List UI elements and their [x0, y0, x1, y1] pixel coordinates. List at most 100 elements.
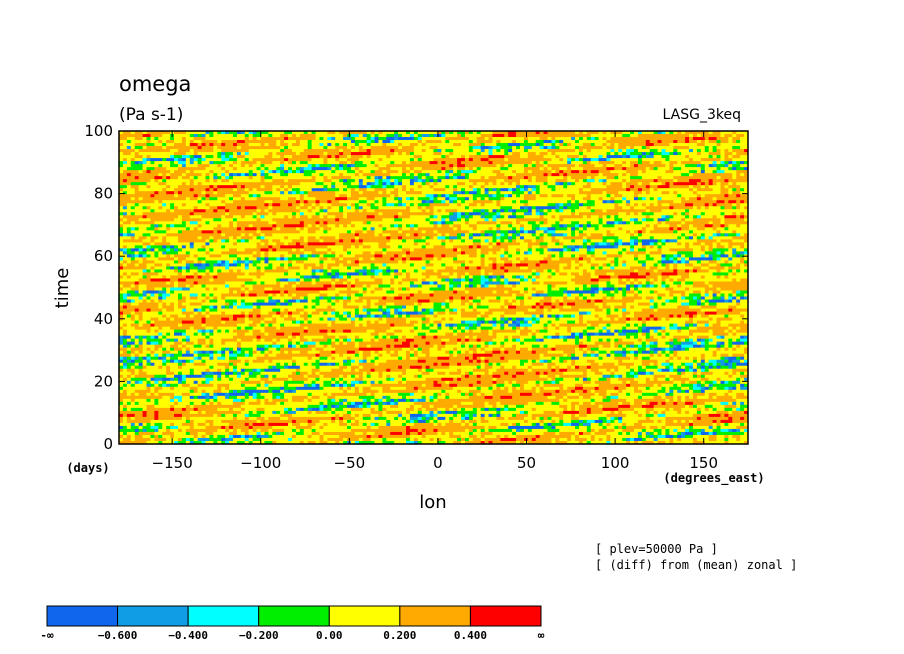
heatmap-cell — [291, 140, 297, 144]
heatmap-cell — [728, 215, 733, 219]
heatmap-cell — [303, 149, 309, 153]
heatmap-cell — [201, 131, 206, 135]
heatmap-cell — [665, 188, 670, 192]
heatmap-cell — [641, 152, 647, 156]
heatmap-cell — [661, 197, 666, 201]
heatmap-cell — [370, 155, 375, 159]
heatmap-cell — [445, 167, 450, 171]
heatmap-cell — [244, 224, 250, 228]
heatmap-cell — [559, 221, 564, 225]
heatmap-cell — [233, 176, 238, 180]
heatmap-cell — [598, 197, 603, 201]
heatmap-cell — [527, 152, 533, 156]
heatmap-cell — [244, 131, 250, 135]
heatmap-cell — [236, 149, 242, 153]
heatmap-cell — [421, 143, 427, 147]
heatmap-cell — [692, 209, 698, 213]
heatmap-cell — [185, 173, 191, 177]
heatmap-cell — [740, 131, 745, 135]
heatmap-cell — [626, 200, 631, 204]
heatmap-cell — [217, 146, 222, 150]
heatmap-cell — [260, 155, 265, 159]
heatmap-cell — [484, 215, 489, 219]
heatmap-cell — [480, 173, 486, 177]
heatmap-cell — [374, 167, 379, 171]
heatmap-cell — [315, 152, 320, 156]
heatmap-cell — [590, 134, 596, 138]
heatmap-cell — [205, 209, 210, 213]
heatmap-cell — [233, 185, 238, 189]
heatmap-cell — [252, 164, 257, 168]
heatmap-cell — [488, 158, 493, 162]
heatmap-cell — [736, 203, 741, 207]
heatmap-cell — [488, 179, 493, 183]
heatmap-cell — [311, 188, 316, 192]
heatmap-cell — [189, 185, 195, 189]
heatmap-cell — [461, 200, 466, 204]
heatmap-cell — [205, 218, 210, 222]
heatmap-cell — [653, 140, 658, 144]
heatmap-cell — [288, 152, 293, 156]
heatmap-cell — [523, 179, 529, 183]
heatmap-cell — [598, 206, 603, 210]
heatmap-cell — [291, 152, 297, 156]
heatmap-cell — [590, 143, 596, 147]
heatmap-cell — [138, 176, 143, 180]
heatmap-cell — [185, 161, 191, 165]
heatmap-cell — [142, 209, 147, 213]
heatmap-cell — [315, 179, 320, 183]
heatmap-cell — [185, 167, 191, 171]
heatmap-cell — [704, 161, 710, 165]
heatmap-cell — [327, 164, 332, 168]
heatmap-cell — [370, 164, 375, 168]
heatmap-cell — [555, 200, 560, 204]
heatmap-cell — [130, 137, 136, 141]
heatmap-cell — [575, 155, 580, 159]
heatmap-cell — [142, 134, 147, 138]
heatmap-cell — [669, 170, 674, 174]
heatmap-cell — [158, 170, 163, 174]
heatmap-cell — [233, 140, 238, 144]
heatmap-cell — [461, 194, 466, 198]
heatmap-cell — [736, 209, 741, 213]
heatmap-cell — [284, 206, 289, 210]
heatmap-cell — [229, 149, 234, 153]
heatmap-cell — [539, 164, 544, 168]
heatmap-cell — [217, 212, 222, 216]
heatmap-cell — [386, 152, 391, 156]
heatmap-cell — [740, 221, 745, 225]
heatmap-cell — [630, 188, 635, 192]
heatmap-cell — [626, 167, 631, 171]
heatmap-cell — [598, 182, 603, 186]
heatmap-cell — [193, 176, 199, 180]
heatmap-cell — [225, 161, 230, 165]
heatmap-cell — [276, 131, 281, 135]
heatmap-cell — [339, 170, 344, 174]
heatmap-cell — [299, 173, 305, 177]
heatmap-cell — [170, 170, 175, 174]
heatmap-cell — [323, 197, 328, 201]
heatmap-cell — [649, 212, 655, 216]
heatmap-cell — [315, 170, 320, 174]
heatmap-cell — [685, 188, 690, 192]
heatmap-cell — [433, 155, 438, 159]
heatmap-cell — [433, 185, 438, 189]
heatmap-cell — [162, 146, 167, 150]
heatmap-cell — [150, 155, 155, 159]
heatmap-cell — [594, 212, 600, 216]
heatmap-cell — [535, 212, 541, 216]
heatmap-cell — [575, 167, 580, 171]
heatmap-cell — [390, 221, 395, 225]
heatmap-cell — [437, 143, 442, 147]
heatmap-cell — [142, 170, 147, 174]
heatmap-cell — [158, 164, 163, 168]
heatmap-cell — [193, 209, 199, 213]
heatmap-cell — [681, 134, 686, 138]
heatmap-cell — [637, 185, 643, 189]
heatmap-cell — [551, 212, 556, 216]
heatmap-cell — [244, 140, 250, 144]
heatmap-cell — [409, 209, 415, 213]
heatmap-cell — [504, 167, 509, 171]
heatmap-cell — [689, 194, 694, 198]
heatmap-cell — [728, 188, 733, 192]
